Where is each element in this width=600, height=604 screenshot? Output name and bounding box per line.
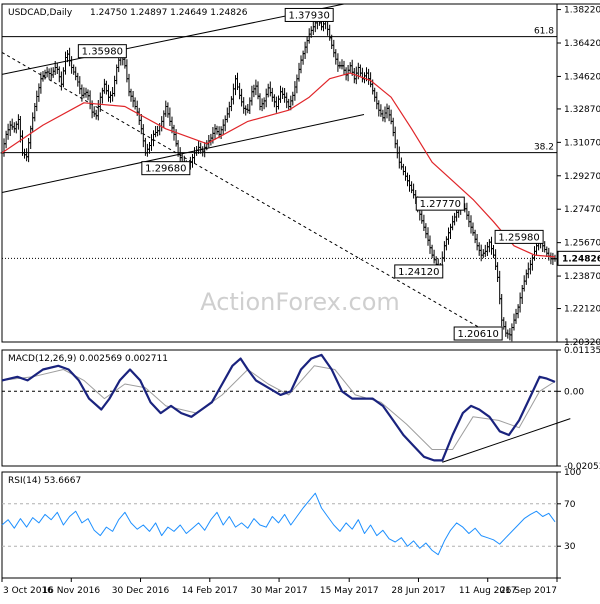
rsi-title: RSI(14) 53.6667 <box>8 476 81 486</box>
rsi-tick-label: 100 <box>564 468 581 478</box>
fib-level-label: 38.2 <box>534 143 554 153</box>
price-tick-label: 1.36420 <box>564 39 600 49</box>
current-price-label: 1.24826 <box>562 254 600 264</box>
date-tick-label: 16 Nov 2016 <box>42 586 100 596</box>
pivot-label: 1.25980 <box>498 232 539 243</box>
price-tick-label: 1.25670 <box>564 239 600 249</box>
price-tick-label: 1.22120 <box>564 305 600 315</box>
date-tick-label: 30 Mar 2017 <box>251 586 308 596</box>
price-tick-label: 1.38220 <box>564 6 600 16</box>
macd-tick-label: 0.011355 <box>564 346 600 356</box>
price-tick-label: 1.31070 <box>564 138 600 148</box>
rsi-tick-label: 70 <box>564 500 576 510</box>
date-tick-label: 26 Sep 2017 <box>500 586 557 596</box>
header-ohlc: 1.24750 1.24897 1.24649 1.24826 <box>90 8 248 18</box>
pivot-label: 1.37930 <box>289 10 330 21</box>
price-tick-label: 1.34620 <box>564 72 600 82</box>
pivot-label: 1.27770 <box>420 199 461 210</box>
date-tick-label: 15 May 2017 <box>320 586 379 596</box>
macd-title: MACD(12,26,9) 0.002569 0.002711 <box>8 354 168 364</box>
price-tick-label: 1.29270 <box>564 172 600 182</box>
watermark: ActionForex.com <box>200 288 400 316</box>
date-tick-label: 30 Dec 2016 <box>112 586 170 596</box>
fib-level-label: 61.8 <box>534 27 554 37</box>
pivot-label: 1.24120 <box>398 267 439 278</box>
pivot-label: 1.20610 <box>457 329 498 340</box>
macd-tick-label: 0.00 <box>564 387 584 397</box>
pivot-label: 1.29680 <box>145 164 186 175</box>
price-tick-label: 1.32870 <box>564 105 600 115</box>
date-tick-label: 14 Feb 2017 <box>182 586 238 596</box>
date-tick-label: 28 Jun 2017 <box>391 586 445 596</box>
pivot-label: 1.35980 <box>82 47 123 58</box>
price-tick-label: 1.27470 <box>564 205 600 215</box>
price-tick-label: 1.23870 <box>564 272 600 282</box>
header-symbol: USDCAD,Daily <box>8 8 73 18</box>
rsi-tick-label: 30 <box>564 542 576 552</box>
